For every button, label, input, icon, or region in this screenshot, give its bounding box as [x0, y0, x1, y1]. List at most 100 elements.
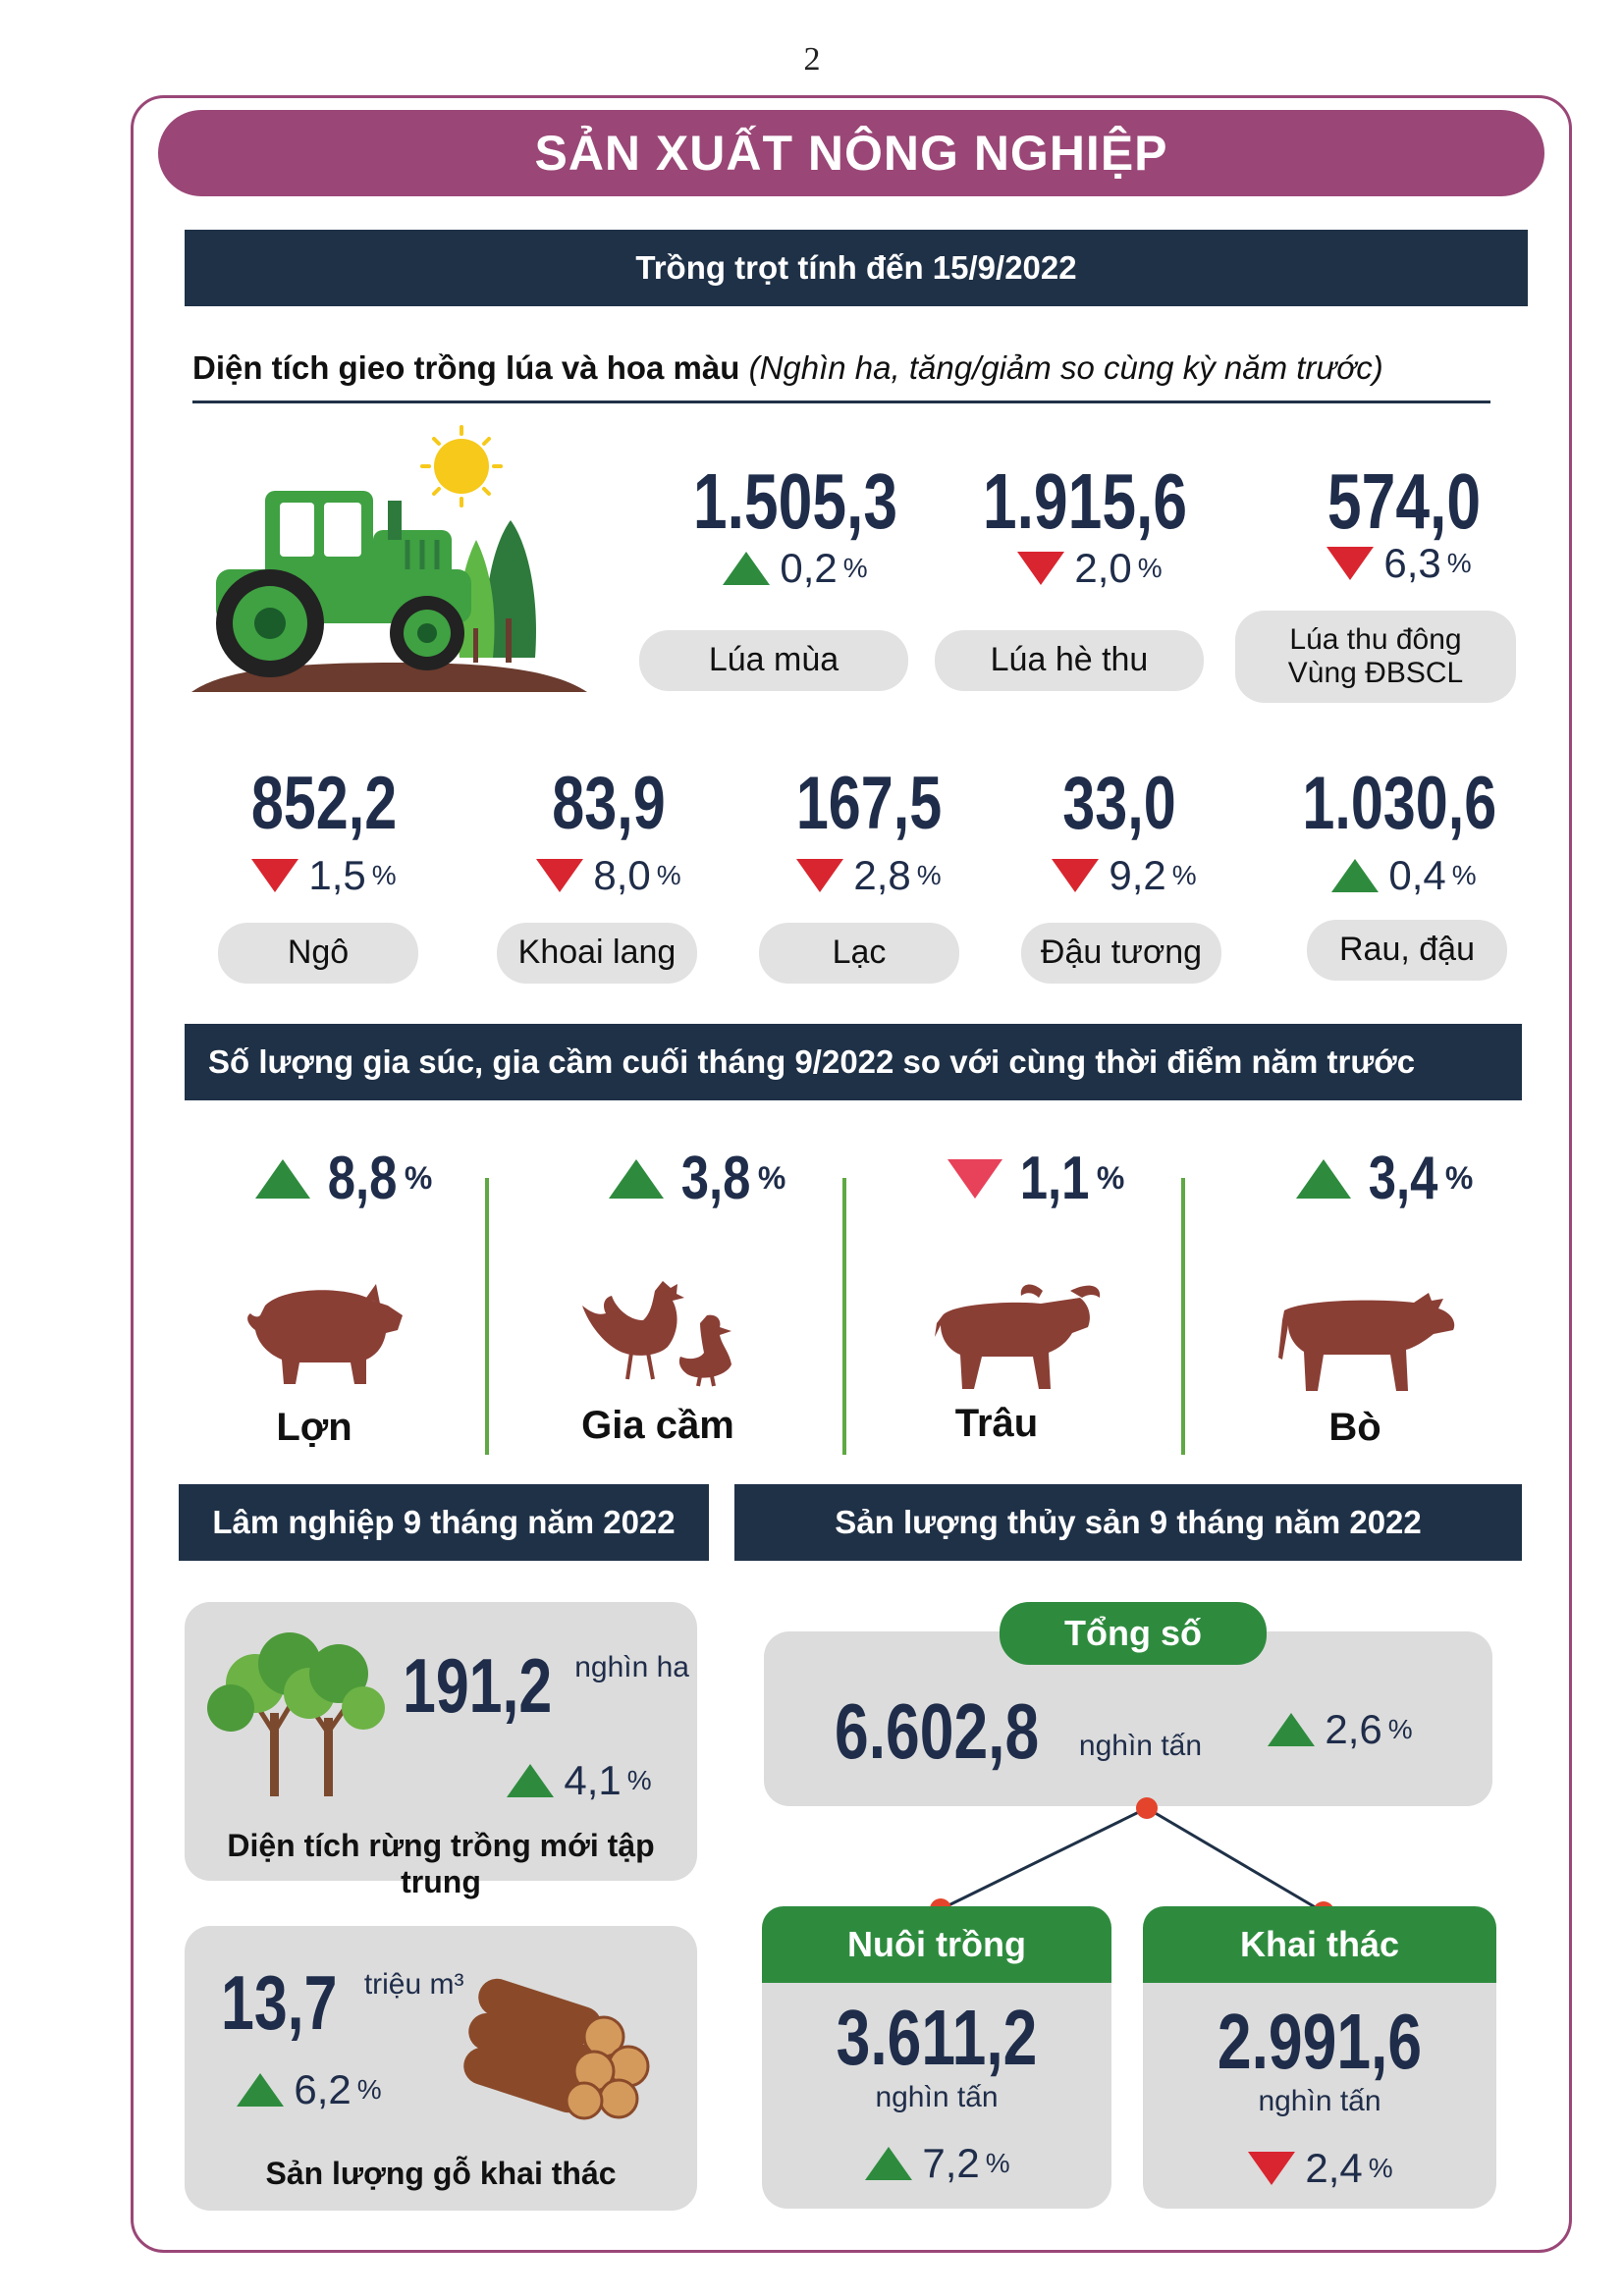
down-arrow-icon: [536, 859, 584, 892]
crop-pct: 2,8: [853, 852, 911, 898]
fishery-total-unit: nghìn tấn: [1078, 1730, 1203, 1762]
crop-change: 9,2%: [1026, 852, 1222, 899]
divider: [842, 1178, 846, 1455]
fishery-connector: [930, 1797, 1334, 1923]
fishery-total-value-group: 6.602,8 nghìn tấn: [835, 1686, 1202, 1777]
aquaculture-pct: 7,2: [922, 2140, 980, 2186]
forest-area-pct: 4,1: [564, 1757, 622, 1803]
pct-unit: %: [404, 1160, 433, 1196]
up-arrow-icon: [237, 2073, 285, 2107]
crop-lua-he-thu: 1.915,6: [938, 456, 1232, 547]
label-line-2: Vùng ĐBSCL: [1287, 657, 1464, 689]
crop-value: 574,0: [1326, 457, 1482, 545]
up-arrow-icon: [1268, 1713, 1316, 1746]
page-number: 2: [803, 41, 821, 78]
main-title: SẢN XUẤT NÔNG NGHIỆP: [158, 110, 1544, 196]
fishery-total-pct: 2,6: [1325, 1706, 1382, 1752]
subtitle-underline: [192, 400, 1490, 403]
pct-unit: %: [356, 2074, 382, 2105]
cow-icon: [1278, 1293, 1455, 1391]
livestock-pct: 8,8: [327, 1145, 398, 1212]
animal-label-cow: Bò: [1328, 1406, 1381, 1449]
crop-value: 33,0: [1062, 762, 1176, 845]
aquaculture-value-wrap: 3.611,2: [762, 1993, 1111, 2083]
divider: [1181, 1178, 1185, 1455]
forest-area-value-group: 191,2 nghìn ha: [403, 1641, 689, 1731]
down-arrow-icon: [1017, 552, 1065, 585]
timber-label: Sản lượng gỗ khai thác: [265, 2156, 617, 2191]
up-arrow-icon: [723, 552, 771, 585]
pct-unit: %: [626, 1765, 652, 1795]
crop-pct: 0,2: [780, 545, 838, 591]
livestock-change-buffalo: 1,1%: [889, 1144, 1183, 1213]
forestry-section-title: Lâm nghiệp 9 tháng năm 2022: [179, 1484, 709, 1561]
capture-value: 2.991,6: [1217, 1998, 1423, 2085]
livestock-pct: 3,8: [680, 1145, 751, 1212]
crop-ngo: 852,2: [206, 761, 442, 846]
forest-area-label: Diện tích rừng trồng mới tập trung: [227, 1828, 655, 1899]
tractor-icon: [191, 425, 587, 692]
aquaculture-value: 3.611,2: [836, 1994, 1038, 2081]
up-arrow-icon: [865, 2147, 913, 2180]
fishery-total-label: Tổng số: [1000, 1602, 1267, 1665]
timber-pct: 6,2: [294, 2066, 352, 2112]
up-arrow-icon: [1295, 1158, 1351, 1199]
crops-subtitle: Diện tích gieo trồng lúa và hoa màu (Ngh…: [192, 349, 1383, 387]
capture-label: Khai thác: [1143, 1906, 1496, 1983]
livestock-change-pig: 8,8%: [196, 1144, 491, 1213]
aquaculture-change: 7,2%: [844, 2140, 1031, 2187]
pct-unit: %: [1451, 860, 1477, 890]
crop-change: 0,2%: [687, 545, 903, 592]
livestock-pct: 1,1: [1019, 1145, 1090, 1212]
crop-change: 8,0%: [511, 852, 707, 899]
crop-change: 0,4%: [1306, 852, 1502, 899]
pig-icon: [247, 1284, 403, 1384]
down-arrow-icon: [251, 859, 299, 892]
crop-dau-tuong: 33,0: [1001, 761, 1237, 846]
crop-change: 2,8%: [771, 852, 967, 899]
livestock-pct: 3,4: [1368, 1145, 1438, 1212]
crop-change: 1,5%: [226, 852, 422, 899]
logs-icon: [463, 1978, 650, 2120]
fishery-total-change: 2,6%: [1252, 1706, 1429, 1753]
trees-icon: [207, 1632, 385, 1796]
forest-area-value: 191,2: [403, 1642, 553, 1729]
crop-lua-thu-dong: 574,0: [1257, 456, 1551, 547]
up-arrow-icon: [608, 1158, 664, 1199]
pct-unit: %: [916, 860, 942, 890]
livestock-change-cow: 3,4%: [1237, 1144, 1532, 1213]
timber-value-group: 13,7 triệu m³: [221, 1958, 464, 2048]
label-line-1: Lúa thu đông: [1289, 622, 1462, 656]
pct-unit: %: [1368, 2153, 1393, 2183]
crop-label-lac: Lạc: [759, 923, 959, 984]
poultry-icon: [582, 1281, 731, 1387]
crops-subtitle-main: Diện tích gieo trồng lúa và hoa màu: [192, 349, 740, 386]
fishery-total-value: 6.602,8: [835, 1687, 1040, 1775]
crop-lua-mua: 1.505,3: [648, 456, 943, 547]
pct-unit: %: [842, 553, 868, 583]
crop-pct: 6,3: [1383, 540, 1441, 586]
crop-label-dau-tuong: Đậu tương: [1021, 923, 1221, 984]
crop-value: 1.505,3: [692, 457, 898, 545]
capture-unit: nghìn tấn: [1258, 2085, 1381, 2117]
up-arrow-icon: [254, 1158, 310, 1199]
crop-pct: 2,0: [1074, 545, 1132, 591]
crop-pct: 9,2: [1109, 852, 1166, 898]
pct-unit: %: [1171, 860, 1197, 890]
pct-unit: %: [1096, 1160, 1125, 1196]
crop-label-ngo: Ngô: [218, 923, 418, 984]
divider: [485, 1178, 489, 1455]
crop-pct: 1,5: [308, 852, 366, 898]
pct-unit: %: [656, 860, 681, 890]
buffalo-icon: [935, 1284, 1101, 1389]
pct-unit: %: [757, 1160, 786, 1196]
crop-change: 6,3%: [1291, 540, 1507, 587]
timber-unit: triệu m³: [363, 1968, 464, 2001]
animal-label-pig: Lợn: [276, 1406, 352, 1449]
down-arrow-icon: [1052, 859, 1100, 892]
pct-unit: %: [985, 2148, 1010, 2178]
crop-label-lua-thu-dong: Lúa thu đông Vùng ĐBSCL: [1235, 611, 1516, 703]
crop-value: 167,5: [795, 762, 943, 845]
capture-value-wrap: 2.991,6: [1143, 1997, 1496, 2087]
timber-change: 6,2%: [226, 2066, 393, 2113]
